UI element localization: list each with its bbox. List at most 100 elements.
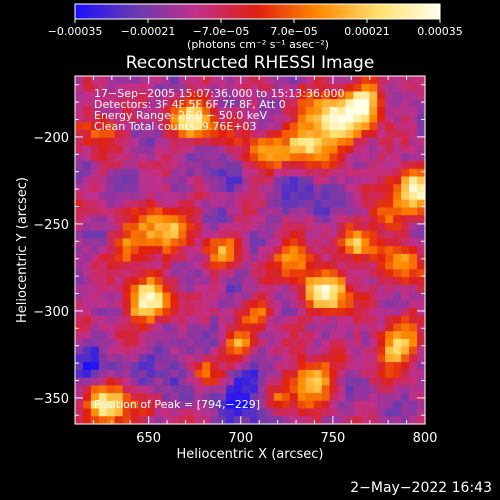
heatmap-cell xyxy=(393,377,402,386)
heatmap-cell xyxy=(130,176,140,185)
heatmap-cell xyxy=(114,91,124,100)
heatmap-cell xyxy=(401,199,410,209)
heatmap-cell xyxy=(313,230,323,239)
heatmap-cell xyxy=(361,238,370,247)
heatmap-cell xyxy=(345,83,354,93)
heatmap-cell xyxy=(281,91,291,100)
heatmap-cell xyxy=(210,199,219,209)
heatmap-cell xyxy=(218,400,227,410)
heatmap-cell xyxy=(313,153,323,162)
heatmap-cell xyxy=(409,354,418,363)
heatmap-cell xyxy=(170,277,179,286)
heatmap-cell xyxy=(401,83,410,93)
heatmap-cell xyxy=(289,369,299,379)
heatmap-cell xyxy=(130,354,140,363)
heatmap-cell xyxy=(138,346,148,355)
heatmap-cell xyxy=(329,137,339,147)
heatmap-cell xyxy=(90,246,100,255)
heatmap-cell xyxy=(273,393,283,402)
heatmap-cell xyxy=(337,99,347,108)
heatmap-cell xyxy=(98,315,108,325)
heatmap-cell xyxy=(202,145,211,154)
heatmap-cell xyxy=(138,76,148,85)
heatmap-cell xyxy=(226,400,235,410)
heatmap-cell xyxy=(82,354,92,363)
heatmap-cell xyxy=(297,292,307,301)
heatmap-cell xyxy=(170,300,179,309)
heatmap-cell xyxy=(409,153,418,162)
heatmap-cell xyxy=(226,215,235,224)
heatmap-cell xyxy=(138,207,148,216)
heatmap-cell xyxy=(337,369,347,379)
heatmap-cell xyxy=(186,114,195,123)
heatmap-cell xyxy=(401,168,410,178)
heatmap-cell xyxy=(401,346,410,355)
heatmap-cell xyxy=(305,130,315,139)
heatmap-cell xyxy=(82,369,92,379)
heatmap-cell xyxy=(106,153,116,162)
heatmap-cell xyxy=(90,261,100,270)
heatmap-cell xyxy=(273,145,283,154)
heatmap-cell xyxy=(401,207,410,216)
heatmap-cell xyxy=(257,369,267,379)
heatmap-cell xyxy=(321,192,331,201)
heatmap-cell xyxy=(82,269,92,278)
heatmap-cell xyxy=(146,76,156,85)
heatmap-cell xyxy=(257,222,267,232)
heatmap-cell xyxy=(377,393,386,402)
heatmap-cell xyxy=(218,76,227,85)
heatmap-cell xyxy=(305,99,315,108)
heatmap-cell xyxy=(154,222,164,232)
heatmap-cell xyxy=(210,385,219,394)
heatmap-cell xyxy=(361,308,370,317)
heatmap-cell xyxy=(313,292,323,301)
heatmap-cell xyxy=(353,323,362,332)
heatmap-cell xyxy=(114,106,124,116)
heatmap-cell xyxy=(393,400,402,410)
heatmap-cell xyxy=(250,400,259,410)
heatmap-cell xyxy=(417,300,426,309)
heatmap-cell xyxy=(122,338,132,348)
heatmap-cell xyxy=(313,300,323,309)
heatmap-cell xyxy=(257,238,267,247)
heatmap-cell xyxy=(417,269,426,278)
heatmap-cell xyxy=(170,192,179,201)
heatmap-cell xyxy=(242,346,251,355)
heatmap-cell xyxy=(154,300,164,309)
heatmap-cell xyxy=(361,362,370,371)
heatmap-cell xyxy=(75,369,84,379)
heatmap-cell xyxy=(226,246,235,255)
heatmap-cell xyxy=(329,385,339,394)
heatmap-cell xyxy=(234,106,243,116)
heatmap-cell xyxy=(273,106,283,116)
heatmap-cell xyxy=(369,137,378,147)
heatmap-cell xyxy=(329,192,339,201)
heatmap-cell xyxy=(417,315,426,325)
heatmap-cell xyxy=(250,338,259,348)
heatmap-cell xyxy=(114,362,124,371)
heatmap-cell xyxy=(202,222,211,232)
heatmap-cell xyxy=(377,346,386,355)
heatmap-cell xyxy=(305,253,315,263)
heatmap-cell xyxy=(313,400,323,410)
heatmap-cell xyxy=(289,277,299,286)
heatmap-cell xyxy=(257,277,267,286)
heatmap-cell xyxy=(218,385,227,394)
annotation-peak-position: Position of Peak = [794,−229] xyxy=(94,398,260,411)
heatmap-cell xyxy=(353,315,362,325)
heatmap-cell xyxy=(106,338,116,348)
heatmap-cell xyxy=(369,230,378,239)
heatmap-cell xyxy=(289,338,299,348)
heatmap-cell xyxy=(401,76,410,85)
heatmap-cell xyxy=(98,192,108,201)
heatmap-cell xyxy=(202,308,211,317)
heatmap-cell xyxy=(194,284,203,294)
heatmap-cell xyxy=(361,354,370,363)
heatmap-cell xyxy=(329,362,339,371)
heatmap-cell xyxy=(138,106,148,116)
heatmap-cell xyxy=(273,369,283,379)
heatmap-cell xyxy=(122,377,132,386)
heatmap-cell xyxy=(361,230,370,239)
heatmap-cell xyxy=(178,338,187,348)
heatmap-cell xyxy=(114,338,124,348)
